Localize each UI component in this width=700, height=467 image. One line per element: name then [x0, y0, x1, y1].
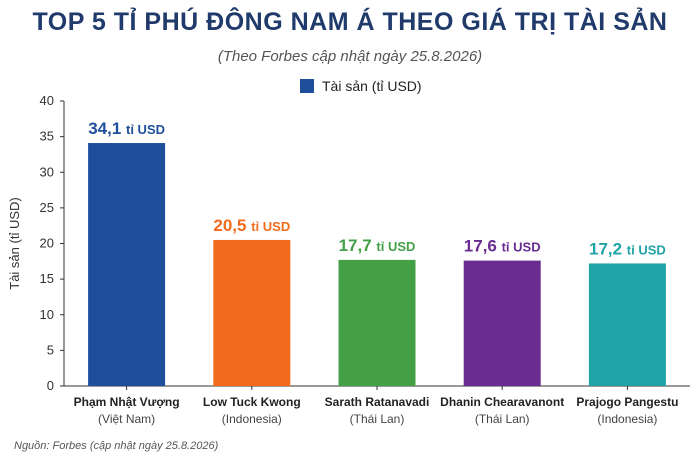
y-axis-label: Tài sản (tỉ USD)	[7, 197, 22, 289]
data-label-unit: tỉ USD	[251, 219, 290, 234]
x-tick-sublabel: (Indonesia)	[222, 412, 282, 426]
x-tick-label: Phạm Nhật Vượng	[74, 395, 180, 409]
y-tick-label: 20	[40, 236, 54, 251]
data-label-value: 20,5	[213, 216, 251, 235]
data-label-value: 17,6	[464, 237, 502, 256]
bar	[463, 260, 541, 386]
y-tick-label: 10	[40, 307, 54, 322]
source-note: Nguồn: Forbes (cập nhật ngày 25.8.2026)	[14, 440, 219, 452]
data-label-value: 34,1	[88, 119, 126, 138]
data-label-unit: tỉ USD	[376, 239, 415, 254]
x-tick-label: Low Tuck Kwong	[203, 395, 301, 409]
data-label-unit: tỉ USD	[502, 240, 541, 255]
x-tick-sublabel: (Việt Nam)	[98, 412, 155, 426]
data-label: 34,1 tỉ USD	[88, 119, 165, 138]
x-tick-label: Dhanin Chearavanont	[440, 395, 564, 409]
x-tick-sublabel: (Thái Lan)	[475, 412, 530, 426]
bar	[588, 263, 666, 386]
y-tick-label: 30	[40, 164, 54, 179]
x-tick-sublabel: (Thái Lan)	[350, 412, 405, 426]
data-label-value: 17,7	[339, 236, 377, 255]
data-label: 17,2 tỉ USD	[589, 239, 666, 258]
legend-swatch	[300, 79, 314, 93]
data-label: 17,7 tỉ USD	[339, 236, 416, 255]
data-label-unit: tỉ USD	[126, 122, 165, 137]
y-tick-label: 15	[40, 271, 54, 286]
data-label-unit: tỉ USD	[627, 242, 666, 257]
chart-title: TOP 5 TỈ PHÚ ĐÔNG NAM Á THEO GIÁ TRỊ TÀI…	[32, 8, 668, 36]
y-tick-label: 5	[47, 342, 54, 357]
bar	[338, 259, 416, 386]
y-tick-label: 25	[40, 200, 54, 215]
data-label-value: 17,2	[589, 239, 627, 258]
x-tick-label: Sarath Ratanavadi	[325, 395, 430, 409]
legend: Tài sản (tỉ USD)	[300, 78, 422, 94]
x-tick-sublabel: (Indonesia)	[597, 412, 657, 426]
bar	[88, 143, 166, 386]
y-tick-label: 35	[40, 129, 54, 144]
data-label: 17,6 tỉ USD	[464, 237, 541, 256]
x-tick-label: Prajogo Pangestu	[576, 395, 678, 409]
y-tick-label: 0	[47, 378, 54, 393]
data-label: 20,5 tỉ USD	[213, 216, 290, 235]
bar	[213, 239, 291, 386]
legend-label: Tài sản (tỉ USD)	[322, 78, 422, 94]
chart-subtitle: (Theo Forbes cập nhật ngày 25.8.2026)	[217, 48, 483, 65]
y-tick-label: 40	[40, 93, 54, 108]
